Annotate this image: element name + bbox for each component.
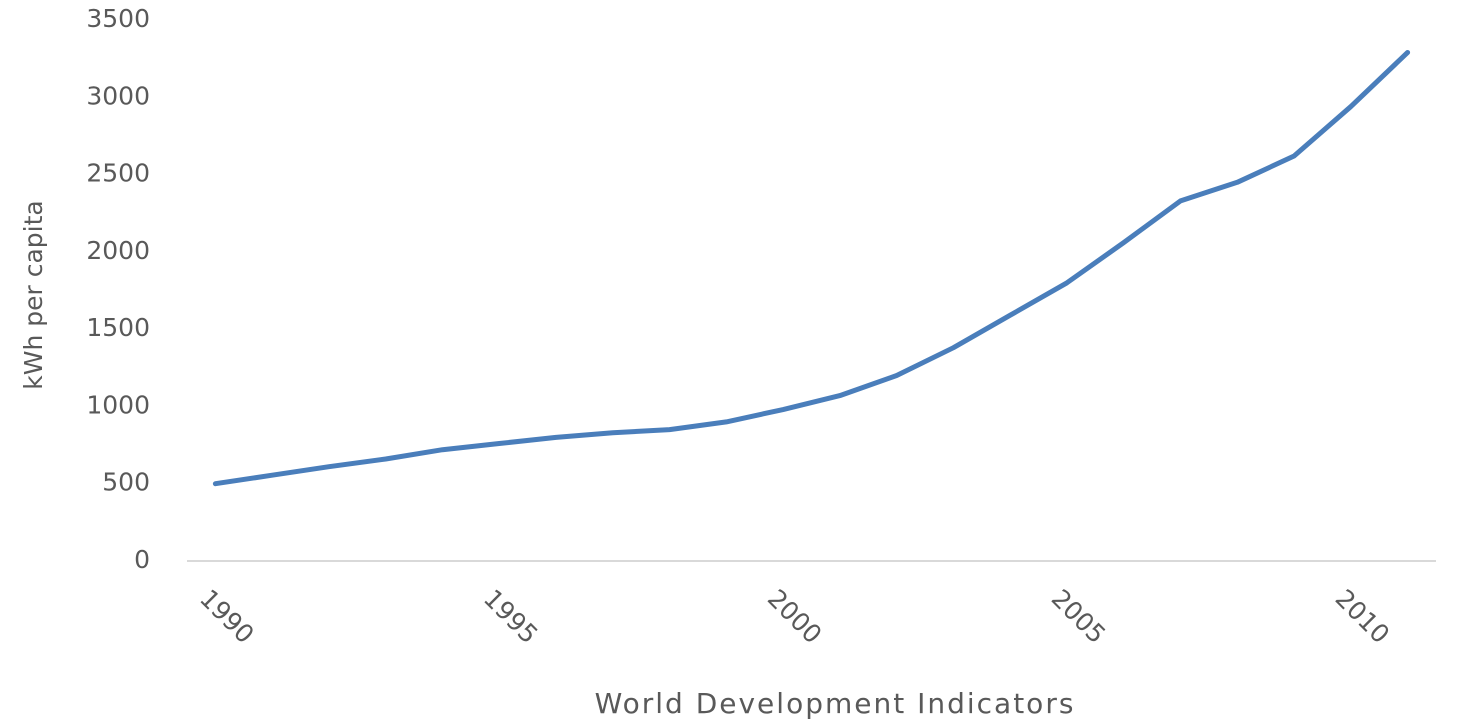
y-tick-label: 1000 bbox=[86, 390, 150, 419]
y-axis-label: kWh per capita bbox=[19, 200, 48, 389]
x-tick-label: 1995 bbox=[478, 584, 543, 649]
x-axis-label: World Development Indicators bbox=[595, 687, 1076, 720]
x-tick-label: 1990 bbox=[194, 584, 259, 649]
x-tick-label: 2010 bbox=[1330, 584, 1395, 649]
y-tick-label: 2000 bbox=[86, 236, 150, 265]
y-tick-label: 0 bbox=[134, 545, 150, 574]
x-tick-label: 2005 bbox=[1046, 584, 1111, 649]
y-tick-label: 1500 bbox=[86, 313, 150, 342]
x-tick-label: 2000 bbox=[762, 584, 827, 649]
y-tick-label: 2500 bbox=[86, 159, 150, 188]
y-tick-label: 3500 bbox=[86, 4, 150, 33]
data-line bbox=[212, 49, 1411, 487]
y-tick-label: 3000 bbox=[86, 81, 150, 110]
y-tick-label: 500 bbox=[102, 468, 150, 497]
